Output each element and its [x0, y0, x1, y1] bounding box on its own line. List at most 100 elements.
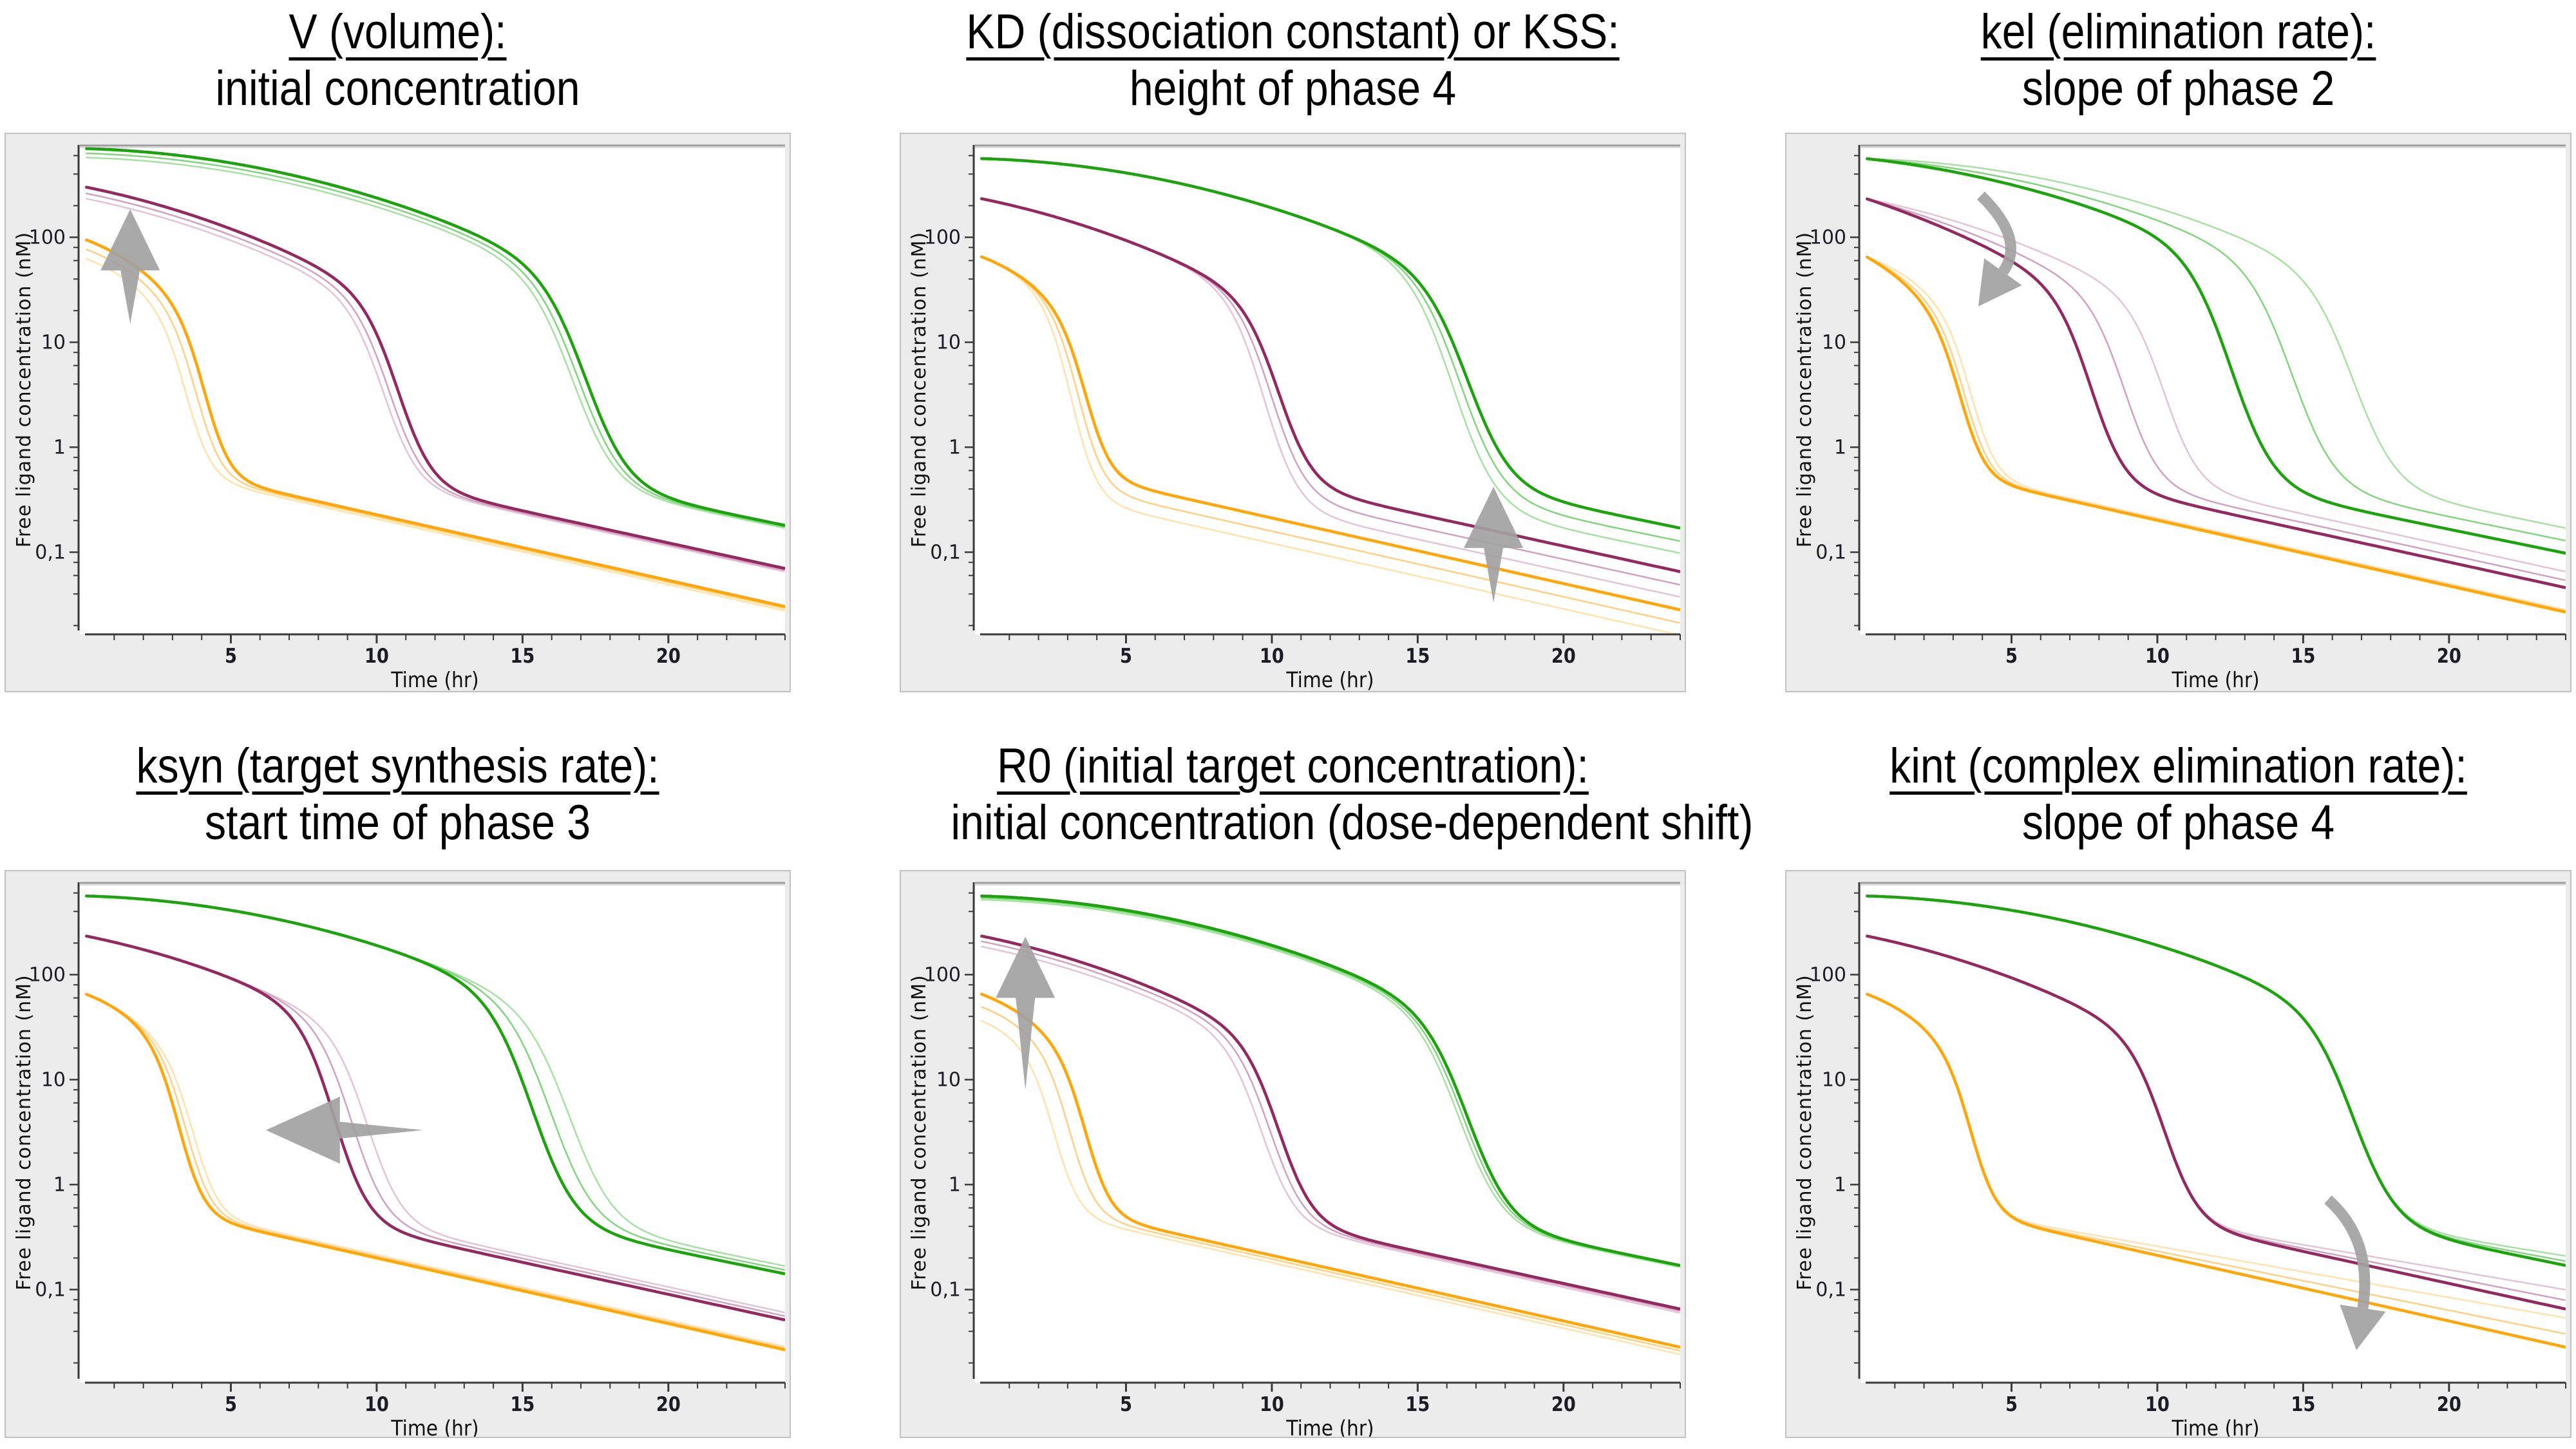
y-tick-label: 10	[41, 1068, 66, 1091]
x-tick-label: 5	[2005, 644, 2018, 667]
curve-low-faded1	[981, 1006, 1680, 1352]
panel-v-title-line1: V (volume):	[289, 5, 507, 59]
panel-kd-title-line1: KD (dissociation constant) or KSS:	[966, 5, 1620, 59]
panel-ksyn-title-line1: ksyn (target synthesis rate):	[136, 739, 659, 793]
x-tick-label: 10	[1260, 644, 1284, 667]
x-tick-label: 20	[656, 644, 681, 667]
y-tick-label: 100	[924, 226, 961, 249]
y-tick-label: 0,1	[35, 1278, 66, 1301]
x-tick-label: 5	[2005, 1392, 2018, 1416]
y-tick-label: 10	[41, 331, 66, 354]
plot-area	[80, 882, 785, 1383]
y-tick-label: 100	[29, 963, 66, 986]
curve-mid-solid	[980, 934, 1680, 1311]
x-tick-label: 5	[1120, 1392, 1132, 1416]
curve-high-faded1	[86, 152, 785, 528]
curve-mid-solid	[1866, 934, 2566, 1311]
x-tick-label: 10	[1260, 1392, 1284, 1416]
curve-low-faded1	[86, 249, 785, 609]
chart-KD: 100 10 1 0,1 5 10 15 20 Time (hr) Free ligand con…	[908, 144, 1681, 692]
effect-direction-arrow	[996, 936, 1056, 1090]
y-tick-label: 100	[1810, 963, 1846, 986]
y-tick-label: 10	[1822, 1068, 1846, 1091]
panel-v-title-line2: initial concentration	[215, 61, 580, 116]
panel-kint-title: kint (complex elimination rate): slope o…	[1785, 738, 2571, 851]
curve-high-solid	[1866, 157, 2566, 555]
x-axis-title: Time (hr)	[390, 1417, 478, 1437]
panel-kel-title-line2: slope of phase 2	[2022, 61, 2335, 116]
chart-ksyn: 100 10 1 0,1 5 10 15 20 Time (hr) Free ligand con…	[13, 882, 786, 1441]
y-tick-label: 1	[949, 436, 961, 459]
y-tick-label: 0,1	[35, 541, 66, 564]
panel-kint-title-line1: kint (complex elimination rate):	[1889, 739, 2467, 793]
x-tick-label: 15	[2291, 644, 2315, 667]
curve-high-faded1	[1866, 158, 2566, 542]
panel-kint-chart-tile: 100 10 1 0,1 5 10 15 20 Time (hr) Free ligand con…	[1785, 870, 2571, 1441]
y-tick-label: 100	[924, 963, 961, 986]
x-axis-title: Time (hr)	[2171, 668, 2259, 691]
chart-R0: 100 10 1 0,1 5 10 15 20 Time (hr) Free ligand con…	[908, 882, 1681, 1441]
y-axis-title: Free ligand concentration (nM)	[908, 974, 931, 1291]
effect-direction-arrow-curve	[2324, 1195, 2371, 1309]
y-tick-label: 10	[936, 331, 961, 354]
curve-low-faded1	[981, 256, 1680, 624]
x-tick-label: 5	[1120, 644, 1132, 667]
y-tick-label: 0,1	[930, 541, 961, 564]
x-axis-title: Time (hr)	[2171, 1417, 2259, 1437]
x-axis-title: Time (hr)	[1285, 1417, 1374, 1437]
effect-direction-arrow	[1464, 486, 1524, 603]
x-tick-label: 15	[510, 1392, 535, 1416]
x-tick-label: 20	[1551, 1392, 1576, 1416]
panel-r0-title-line1: R0 (initial target concentration):	[997, 739, 1589, 793]
x-tick-label: 20	[1551, 644, 1576, 667]
panel-kel-chart-tile: 100 10 1 0,1 5 10 15 20 Time (hr) Free ligand con…	[1785, 133, 2571, 692]
curve-low-faded2	[981, 1020, 1680, 1356]
curve-high-solid	[980, 895, 1680, 1267]
curve-low-solid	[980, 255, 1680, 611]
panel-kd-title: KD (dissociation constant) or KSS: heigh…	[900, 4, 1686, 117]
curve-mid-solid	[85, 185, 785, 570]
x-tick-label: 10	[2145, 1392, 2170, 1416]
y-tick-label: 1	[53, 436, 66, 459]
effect-direction-arrow	[265, 1096, 424, 1164]
x-tick-label: 15	[1405, 644, 1430, 667]
curve-low-solid	[980, 992, 1680, 1349]
effect-direction-arrowhead	[1978, 258, 2022, 307]
panel-r0-title-line2: initial concentration (dose-dependent sh…	[951, 795, 1754, 850]
curve-low-solid	[1866, 992, 2566, 1349]
panel-kel-title: kel (elimination rate): slope of phase 2	[1785, 4, 2571, 117]
x-axis-title: Time (hr)	[1285, 668, 1374, 691]
panel-v-title: V (volume): initial concentration	[5, 4, 791, 117]
x-tick-label: 5	[225, 644, 237, 667]
panel-r0: R0 (initial target concentration): initi…	[900, 0, 1754, 1449]
effect-direction-arrow-curve	[1976, 191, 2016, 275]
curve-low-faded1	[86, 993, 785, 1349]
panel-v: V (volume): initial concentration 100 10 1…	[5, 0, 791, 1449]
x-tick-label: 15	[1405, 1392, 1430, 1416]
x-tick-label: 5	[225, 1392, 237, 1416]
panel-kd-chart-tile: 100 10 1 0,1 5 10 15 20 Time (hr) Free ligand con…	[900, 133, 1686, 692]
y-axis-title: Free ligand concentration (nM)	[13, 232, 35, 548]
panel-ksyn-title: ksyn (target synthesis rate): start time…	[5, 738, 791, 851]
x-tick-label: 20	[2437, 1392, 2461, 1416]
effect-direction-arrow	[100, 209, 160, 324]
curve-mid-faded1	[981, 940, 1680, 1312]
curve-low-solid	[85, 238, 785, 608]
x-tick-label: 20	[656, 1392, 681, 1416]
y-axis-title: Free ligand concentration (nM)	[13, 974, 35, 1291]
curve-high-faded2	[981, 898, 1680, 1268]
curve-low-solid	[1866, 255, 2566, 614]
y-tick-label: 10	[1822, 331, 1846, 354]
curves-group	[85, 147, 785, 612]
panel-ksyn: ksyn (target synthesis rate): start time…	[5, 0, 791, 1449]
y-tick-label: 100	[29, 226, 66, 249]
x-tick-label: 15	[510, 644, 535, 667]
curve-mid-faded2	[86, 198, 785, 573]
curve-high-faded2	[86, 156, 785, 529]
curve-high-solid	[85, 895, 785, 1275]
curve-low-faded2	[86, 993, 785, 1347]
arrow-group	[100, 209, 160, 324]
chart-kel: 100 10 1 0,1 5 10 15 20 Time (hr) Free ligand con…	[1794, 144, 2566, 692]
curves-group	[980, 157, 1680, 633]
panel-r0-chart-tile: 100 10 1 0,1 5 10 15 20 Time (hr) Free ligand con…	[900, 870, 1686, 1441]
